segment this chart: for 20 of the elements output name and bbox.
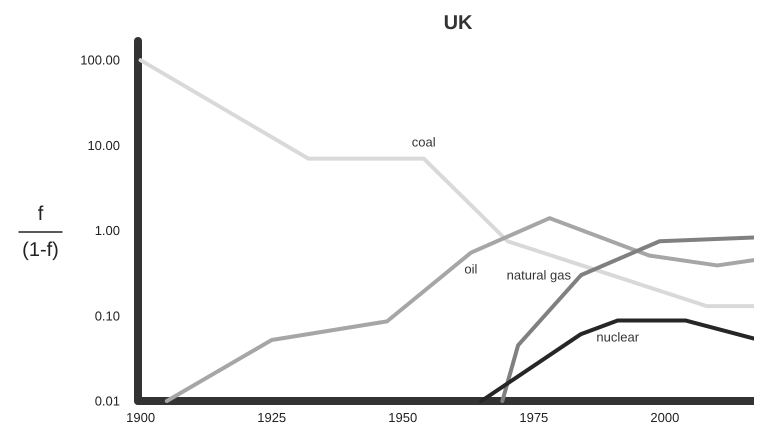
y-tick-label: 0.01 — [94, 394, 120, 408]
series-label: coal — [412, 134, 436, 150]
series-label: natural gas — [506, 268, 572, 283]
y-tick-label: 1.00 — [94, 223, 120, 238]
y-tick-label: 0.10 — [94, 308, 120, 324]
line-series — [164, 216, 754, 403]
x-tick-label: 2000 — [650, 410, 680, 425]
y-tick-label: 10.00 — [87, 138, 120, 153]
line-series — [479, 318, 754, 403]
x-tick-label: 1950 — [388, 410, 418, 425]
y-axis-title: f (1-f) — [22, 203, 59, 261]
x-tick-label: 1925 — [257, 410, 286, 425]
line-series — [138, 58, 754, 308]
chart-title: UK — [444, 12, 473, 34]
series-label: nuclear — [596, 330, 640, 345]
x-tick-label: 1900 — [126, 410, 156, 425]
series-label: oil — [464, 262, 478, 277]
y-tick-label: 100.00 — [80, 52, 120, 68]
x-tick-label: 1975 — [519, 410, 548, 425]
line-series — [500, 235, 754, 403]
